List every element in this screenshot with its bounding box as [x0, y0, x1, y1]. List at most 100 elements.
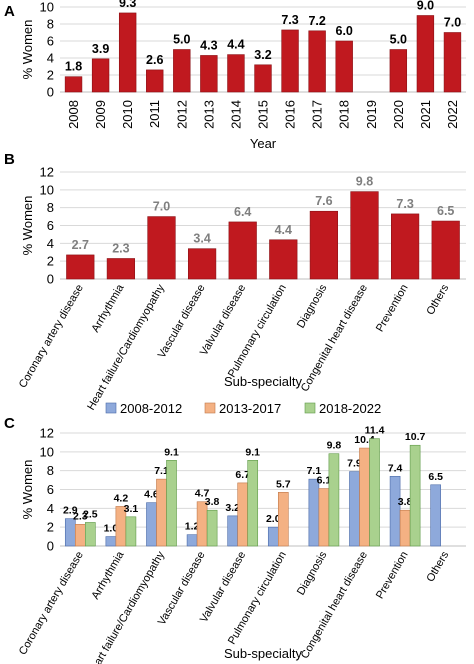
bar [267, 526, 279, 547]
data-label: 2.0 [266, 513, 281, 525]
data-label: 3.2 [225, 502, 240, 514]
bar [118, 12, 137, 93]
x-tick-label: 2009 [93, 100, 108, 129]
legend-entry: 2018-2022 [319, 401, 381, 416]
data-label: 6.7 [235, 469, 250, 481]
data-label: 6.5 [428, 471, 443, 483]
y-axis-label: % Women [20, 20, 35, 80]
data-label: 3.8 [205, 496, 220, 508]
bar [91, 58, 110, 93]
bar [277, 492, 289, 547]
x-tick-label: 2010 [120, 100, 135, 129]
y-tick-label: 0 [47, 272, 54, 287]
x-tick-label: 2021 [418, 100, 433, 129]
data-label: 6.1 [317, 475, 332, 487]
panel-letter: A [4, 3, 15, 20]
x-tick-label: 2015 [256, 100, 271, 129]
data-label: 9.8 [327, 440, 342, 452]
x-tick-label: Others [424, 549, 451, 584]
data-label: 7.4 [388, 462, 403, 474]
data-label: 3.9 [92, 42, 109, 56]
data-label: 3.2 [254, 48, 271, 62]
legend-swatch [204, 402, 216, 414]
x-tick-label: 2017 [310, 100, 325, 129]
data-label: 7.9 [347, 458, 362, 470]
bar [328, 453, 340, 547]
y-tick-label: 4 [47, 236, 54, 251]
x-tick-label: Prevention [374, 550, 411, 602]
data-label: 5.0 [173, 33, 190, 47]
data-label: 2.6 [146, 53, 163, 67]
data-label: 1.0 [104, 523, 119, 535]
data-label: 1.8 [65, 60, 82, 74]
x-tick-label: Diagnosis [295, 549, 330, 597]
data-label: 7.1 [154, 465, 169, 477]
bar [196, 501, 208, 547]
data-label: 4.3 [200, 38, 217, 52]
y-tick-label: 2 [47, 520, 54, 535]
legend: 2008-2012 2013-2017 2018-2022 [105, 401, 381, 416]
bar [416, 15, 435, 93]
bar [335, 40, 353, 93]
data-label: 2.3 [73, 510, 88, 522]
x-tick-label: Prevention [374, 283, 411, 335]
chart-panel-b: B 0 2 4 6 8 10 12 % Women Coronary artery disease… [4, 151, 466, 412]
bar [125, 516, 137, 547]
panel-letter: C [4, 415, 15, 432]
data-label: 6.4 [234, 205, 251, 219]
bar [228, 221, 257, 280]
bar [390, 213, 420, 280]
x-tick-label: 2011 [147, 100, 162, 128]
y-tick-label: 10 [40, 182, 54, 197]
data-label: 4.7 [195, 488, 210, 500]
y-tick-label: 0 [47, 85, 54, 100]
data-label: 7.0 [153, 200, 170, 214]
x-tick-label: Coronary artery disease [17, 550, 86, 658]
bar [105, 536, 117, 547]
bar [206, 509, 218, 547]
bar [409, 444, 421, 547]
chart-panel-c: C 0 2 4 6 8 10 12 % Women Coronary artery disease… [4, 401, 466, 664]
bar [254, 64, 272, 93]
bar [399, 509, 411, 547]
y-tick-label: 10 [40, 0, 54, 15]
bar [431, 220, 460, 280]
x-tick-label: 2020 [391, 100, 406, 129]
data-label: 7.3 [281, 13, 298, 27]
y-tick-label: 4 [47, 501, 54, 516]
bar [430, 484, 441, 547]
data-label: 3.4 [193, 232, 210, 246]
x-tick-label: Heart failure/Cardiomyopathy [85, 549, 167, 664]
data-label: 4.6 [144, 489, 159, 501]
data-label: 1.2 [185, 521, 200, 533]
data-label: 5.7 [276, 478, 291, 490]
data-label: 2.9 [63, 505, 78, 517]
bar [147, 216, 176, 280]
data-label: 7.1 [307, 465, 322, 477]
x-axis-label: Sub-specialty [224, 646, 303, 661]
bar [227, 515, 238, 547]
data-label: 6.0 [336, 24, 353, 38]
bar [146, 69, 164, 93]
y-tick-label: 8 [47, 200, 54, 215]
legend-swatch [304, 402, 316, 414]
data-label: 11.4 [365, 425, 385, 437]
y-tick-label: 12 [40, 426, 54, 441]
data-label: 5.0 [390, 33, 407, 47]
bar [106, 258, 136, 280]
bar [308, 30, 326, 93]
y-tick-label: 0 [47, 539, 54, 554]
x-tick-label: 2013 [201, 100, 216, 129]
bar [166, 460, 177, 547]
bar [369, 438, 380, 547]
data-label: 7.0 [444, 16, 461, 30]
y-tick-label: 6 [47, 218, 54, 233]
data-label: 9.1 [164, 446, 179, 458]
bar [443, 32, 462, 93]
bar [186, 534, 198, 547]
bar [237, 482, 249, 547]
bar [309, 210, 339, 280]
bar [247, 460, 259, 547]
y-tick-label: 6 [47, 34, 54, 49]
